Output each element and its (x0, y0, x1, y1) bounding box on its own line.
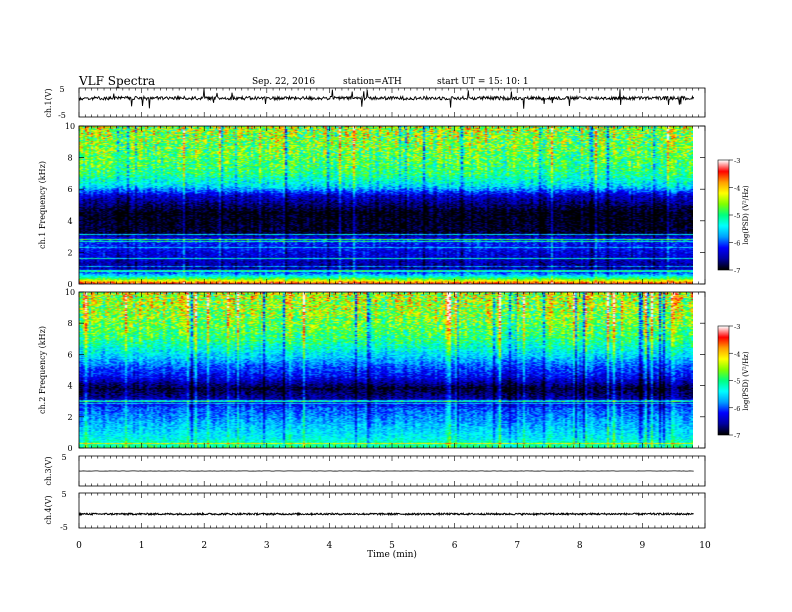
ch1-waveform-series (78, 88, 695, 109)
ch1-freq-tick-label: 0 (67, 280, 72, 289)
colorbar-tick-label: -7 (734, 432, 740, 440)
time-tick-label: 8 (577, 541, 583, 551)
time-tick-label: 4 (327, 541, 333, 551)
ch1-waveform-panel: 5 -5 ch.1(V) (44, 85, 706, 120)
figure-title: VLF Spectra (78, 74, 155, 88)
ch1-spectrogram-ylabel: ch.1 Frequency (kHz) (38, 161, 47, 249)
ch4-ytick-top: 5 (61, 490, 66, 499)
ch1-waveform-ylabel: ch.1(V) (44, 88, 53, 117)
colorbar-tick-label: -4 (734, 350, 740, 358)
date-label: Sep. 22, 2016 (252, 77, 315, 87)
time-tick-label: 9 (640, 541, 646, 551)
station-label: station=ATH (343, 77, 402, 87)
ch1-freq-tick-label: 4 (67, 217, 72, 226)
ch1-spectrogram-panel: ch.1 Frequency (kHz) (38, 125, 706, 285)
ch3-ytick-top: 5 (61, 453, 66, 462)
colorbar-tick-label: -4 (734, 185, 740, 193)
ch1-colorbar: log(PSD) (V²/Hz) -3 -4 -5 -6 -7 (717, 157, 750, 275)
time-tick-label: 0 (76, 541, 82, 551)
ch2-spectrogram-heatmap (79, 292, 693, 448)
ch1-freq-tick-label: 2 (67, 248, 72, 257)
ch4-waveform-panel: 5 -5 ch.4(V) (44, 490, 706, 532)
start-time-label: start UT = 15: 10: 1 (437, 77, 529, 87)
ch2-freq-tick-label: 2 (67, 413, 72, 422)
ch1-freq-tick-label: 6 (67, 185, 72, 194)
ch2-freq-tick-label: 6 (67, 350, 72, 359)
ch4-ytick-bottom: -5 (60, 523, 68, 532)
colorbar-tick-label: -3 (734, 323, 740, 331)
ch1-ytick-bottom: -5 (58, 111, 66, 120)
colorbar-tick-label: -3 (734, 157, 740, 165)
time-tick-label: 5 (389, 541, 395, 551)
ch2-colorbar-label: log(PSD) (V²/Hz) (742, 351, 750, 410)
ch2-colorbar: log(PSD) (V²/Hz) -3 -4 -5 -6 -7 (717, 323, 750, 440)
time-axis-label: Time (min) (367, 549, 417, 560)
colorbar-tick-label: -6 (734, 240, 740, 248)
ch2-freq-tick-label: 4 (67, 382, 72, 391)
time-tick-label: 6 (452, 541, 458, 551)
ch1-colorbar-label: log(PSD) (V²/Hz) (742, 185, 750, 244)
time-tick-label: 10 (699, 541, 711, 551)
ch3-waveform-panel: 5 ch.3(V) (44, 453, 706, 487)
ch2-spectrogram-ylabel: ch.2 Frequency (kHz) (38, 326, 47, 414)
colorbar-tick-label: -7 (734, 267, 740, 275)
colorbar-tick-label: -5 (734, 212, 740, 220)
ch2-colorbar-gradient (718, 326, 729, 435)
ch2-spectrogram-panel: ch.2 Frequency (kHz) (38, 291, 706, 449)
ch1-freq-tick-label: 8 (67, 154, 72, 163)
ch4-waveform-ylabel: ch.4(V) (44, 495, 53, 524)
colorbar-tick-label: -6 (734, 405, 740, 413)
ch2-freq-tick-label: 8 (67, 319, 72, 328)
ch4-waveform-series (78, 511, 694, 517)
ch1-ytick-top: 5 (59, 85, 64, 94)
ch1-spectrogram-heatmap (79, 126, 693, 284)
time-tick-label: 2 (201, 541, 207, 551)
figure-header: VLF Spectra Sep. 22, 2016 station=ATH st… (78, 74, 529, 88)
ch2-freq-tick-label: 0 (67, 444, 72, 453)
ch3-waveform-ylabel: ch.3(V) (44, 456, 53, 485)
time-tick-label: 7 (514, 541, 520, 551)
ch1-colorbar-gradient (718, 160, 729, 270)
ch2-freq-tick-label: 10 (65, 288, 75, 297)
colorbar-tick-label: -5 (734, 378, 740, 386)
time-tick-label: 3 (264, 541, 270, 551)
ch4-waveform-frame (78, 492, 706, 529)
ch1-freq-tick-label: 10 (65, 122, 75, 131)
time-tick-label: 1 (139, 541, 145, 551)
time-axis: Time (min) 0 1 2 3 4 5 6 7 8 9 10 (76, 541, 711, 560)
